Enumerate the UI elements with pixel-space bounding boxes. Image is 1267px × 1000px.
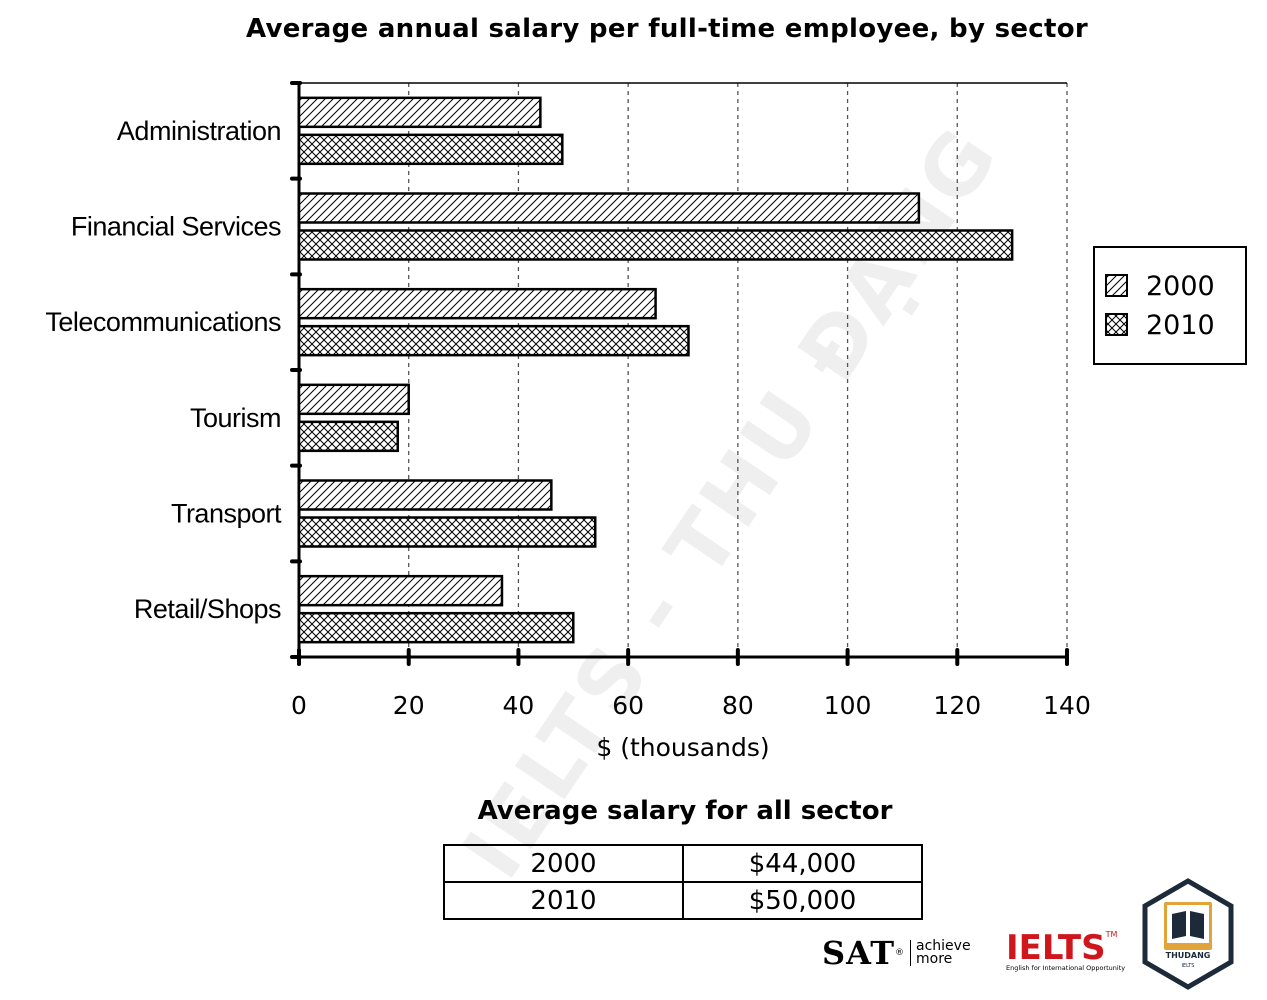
table-title: Average salary for all sector: [477, 796, 893, 826]
chart-title: Average annual salary per full-time empl…: [246, 14, 1088, 44]
book-icon: [1172, 911, 1204, 939]
x-tick-label: 100: [824, 691, 872, 720]
ielts-tm-mark: TM: [1105, 930, 1118, 939]
legend-swatch-2000: [1105, 274, 1128, 297]
average-salary-table: 2000 $44,000 2010 $50,000: [443, 844, 923, 920]
thudang-logo-subtext: IELTS: [1182, 963, 1195, 969]
category-label: Administration: [117, 116, 281, 146]
table-cell-value: $50,000: [682, 881, 923, 920]
bar-2010: [297, 133, 564, 166]
x-tick-label: 80: [722, 691, 754, 720]
table-cell-year: 2010: [443, 881, 684, 920]
sat-tagline: achieve more: [910, 938, 971, 967]
x-tick-label: 120: [933, 691, 981, 720]
category-label: Transport: [171, 499, 282, 529]
x-tick-label: 20: [393, 691, 425, 720]
bar-2010: [297, 420, 399, 453]
legend: 2000 2010: [1093, 246, 1247, 365]
ielts-tagline: English for International Opportunity: [1006, 964, 1126, 972]
thudang-logo: THUDANG IELTS: [1142, 878, 1234, 990]
bars: [297, 96, 1014, 644]
bar-2010: [297, 611, 575, 644]
labels: 0 20 40 60 80 100 120 140 Administration Financia…: [45, 116, 1090, 720]
bar-2010: [297, 229, 1014, 261]
ielts-logo: IELTSTM English for International Opport…: [1006, 930, 1125, 972]
thudang-logo-text: THUDANG: [1166, 951, 1211, 960]
x-tick-label: 60: [612, 691, 644, 720]
bar-2000: [297, 383, 410, 416]
bar-2000: [297, 574, 504, 607]
sat-logo-text: SAT: [822, 934, 895, 972]
bar-chart: 0 20 40 60 80 100 120 140 Administration Financia…: [45, 81, 1247, 762]
category-label: Telecommunications: [45, 307, 281, 337]
bar-2000: [297, 192, 921, 224]
sat-registered-mark: ®: [895, 948, 904, 958]
legend-swatch-2010: [1105, 313, 1128, 336]
gridlines: [408, 83, 1068, 657]
bar-2000: [297, 479, 553, 511]
legend-box: [1093, 246, 1247, 365]
x-tick-label: 40: [503, 691, 535, 720]
sat-tagline-line2: more: [916, 951, 953, 967]
ielts-logo-text: IELTS: [1006, 928, 1106, 968]
axes: [290, 81, 1069, 666]
sat-logo: SAT ® achieve more: [822, 934, 971, 972]
table-row: 2010 $50,000: [443, 881, 923, 920]
bar-2010: [297, 324, 690, 357]
x-axis-label: $ (thousands): [596, 733, 769, 762]
sat-tagline-line1: achieve: [916, 938, 971, 954]
category-label: Retail/Shops: [134, 594, 281, 624]
table-row: 2000 $44,000: [443, 844, 923, 883]
category-label: Tourism: [190, 403, 281, 433]
bar-2010: [297, 516, 597, 548]
x-tick-label: 140: [1043, 691, 1091, 720]
legend-label-2000: 2000: [1146, 271, 1215, 302]
bar-2000: [297, 96, 542, 129]
table-cell-value: $44,000: [682, 844, 923, 883]
category-label: Financial Services: [71, 212, 281, 242]
x-tick-label: 0: [291, 691, 307, 720]
bar-2000: [297, 287, 657, 320]
legend-label-2010: 2010: [1146, 310, 1215, 341]
table-cell-year: 2000: [443, 844, 684, 883]
